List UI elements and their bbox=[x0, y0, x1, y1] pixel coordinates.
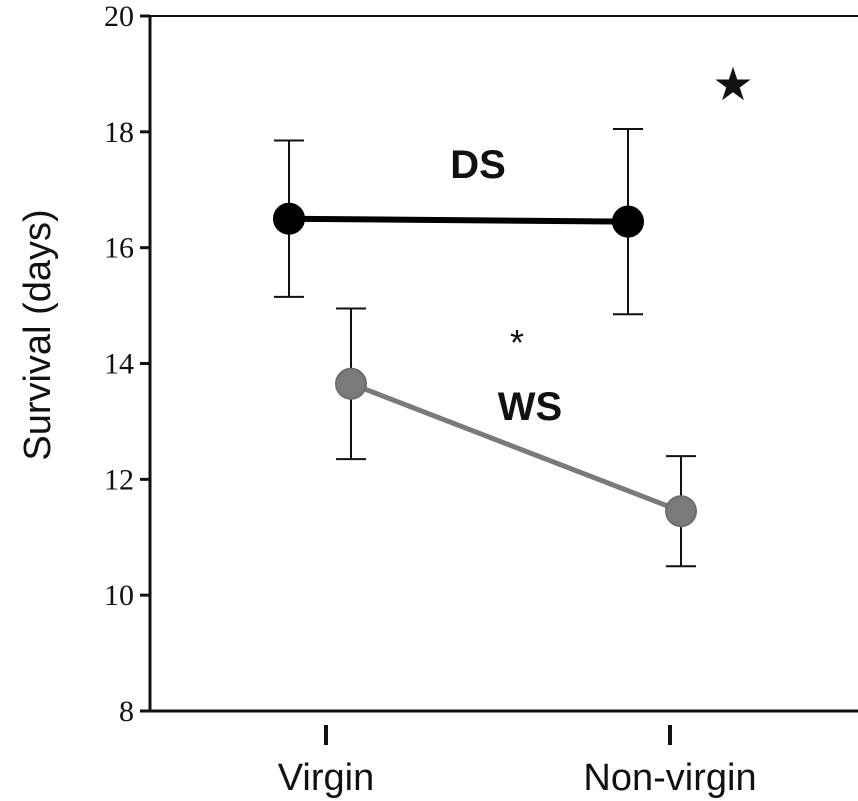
series-ws: WS bbox=[335, 307, 697, 568]
series-line bbox=[288, 215, 629, 225]
series-label: WS bbox=[498, 385, 562, 429]
data-point bbox=[273, 202, 305, 235]
y-tick-label: 10 bbox=[104, 579, 134, 612]
y-tick-label: 14 bbox=[104, 348, 134, 381]
y-tick-label: 18 bbox=[104, 116, 134, 149]
y-tick-label: 20 bbox=[104, 0, 134, 33]
y-tick-label: 8 bbox=[119, 695, 134, 728]
x-tick-label: Non-virgin bbox=[583, 757, 756, 799]
data-point bbox=[335, 367, 367, 400]
y-tick-label: 12 bbox=[104, 463, 134, 496]
star-annotation: ★ bbox=[712, 58, 753, 110]
y-tick-label: 16 bbox=[104, 232, 134, 265]
x-tick-label: Virgin bbox=[278, 757, 374, 799]
series-ds: DS bbox=[273, 127, 644, 316]
data-point bbox=[612, 205, 644, 238]
series-label: DS bbox=[450, 143, 506, 187]
y-axis-title: Survival (days) bbox=[17, 209, 59, 460]
asterisk-annotation: * bbox=[510, 322, 524, 363]
series-line bbox=[350, 381, 682, 514]
data-point bbox=[665, 495, 697, 528]
